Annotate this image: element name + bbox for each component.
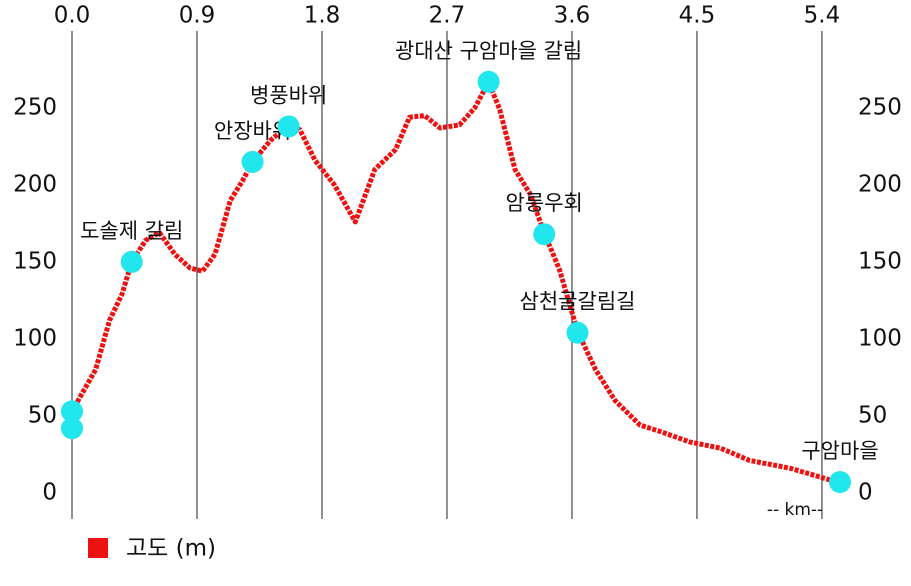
y2-tick-label: 100 [858,325,902,351]
waypoint-label: 구암마을 [801,439,878,463]
y-tick-label: 150 [13,248,57,274]
waypoint [533,223,556,246]
x-tick-label: 0.0 [54,3,91,29]
waypoint-label: 병풍바위 [250,83,327,107]
waypoint [566,321,589,344]
y2-tick-label: 250 [858,94,902,120]
y2-tick-label: 150 [858,248,902,274]
y2-tick-label: 0 [858,479,873,505]
y-tick-label: 100 [13,325,57,351]
waypoint [61,400,83,423]
waypoint-label: 암릉우회 [506,191,583,215]
elevation-line [69,79,838,485]
waypoint [477,70,500,93]
x-tick-label: 1.8 [304,3,341,29]
x-tick-label: 0.9 [179,3,216,29]
y-tick-label: 200 [13,171,57,197]
x-tick-label: 5.4 [804,3,841,29]
y2-tick-label: 50 [858,402,887,428]
waypoint [241,150,264,173]
waypoint [61,417,83,440]
x-tick-label: 3.6 [554,3,591,29]
waypoint [829,471,851,494]
y-tick-label: 50 [28,402,57,428]
y-tick-label: 0 [42,479,57,505]
legend-swatch [88,538,108,558]
legend-label: 고도 (m) [126,536,216,562]
waypoint [277,115,300,138]
x-axis-label: -- km-- [767,500,823,520]
x-tick-label: 4.5 [679,3,716,29]
x-tick-label: 2.7 [429,3,466,29]
waypoint-label: 도솔제 갈림 [80,219,183,243]
y-tick-label: 250 [13,94,57,120]
waypoint-label: 삼천굴갈림길 [520,290,636,314]
waypoint [120,250,143,273]
waypoint-label: 광대산 구암마을 갈림 [395,39,582,63]
y2-tick-label: 200 [858,171,902,197]
